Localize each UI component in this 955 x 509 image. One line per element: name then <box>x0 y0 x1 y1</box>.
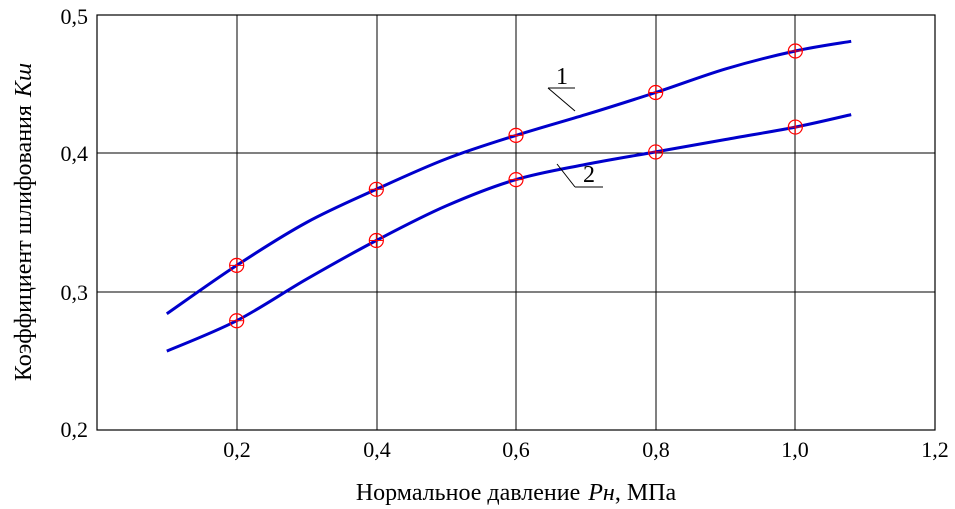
leader-line-1 <box>547 87 576 112</box>
data-point <box>648 84 664 101</box>
x-tick-label: 0,2 <box>223 437 251 462</box>
y-axis-title-var: Kш <box>11 63 37 98</box>
data-point <box>508 172 524 188</box>
data-markers <box>229 43 803 329</box>
x-tick-labels: 0,2 0,4 0,6 0,8 1,0 1,2 <box>223 437 949 462</box>
data-point <box>787 119 803 135</box>
series-lines <box>165 39 852 353</box>
x-axis-title-unit: , МПа <box>615 480 677 506</box>
x-axis-title-var: Рн <box>587 480 615 506</box>
leader-line-2 <box>556 163 576 188</box>
x-tick-label: 0,4 <box>363 437 391 462</box>
x-axis-title-text: Нормальное давление <box>356 480 580 506</box>
series-line-1 <box>165 39 852 316</box>
x-axis-title: Нормальное давление Рн, МПа <box>356 480 677 506</box>
x-tick-label: 0,8 <box>642 437 670 462</box>
x-tick-label: 0,6 <box>502 437 530 462</box>
series-line-2 <box>166 113 852 353</box>
series-label-1: 1 <box>556 64 568 90</box>
data-point <box>229 257 245 273</box>
curve-label-1: 1 <box>547 64 576 112</box>
data-point <box>648 144 664 160</box>
y-axis-title: Коэффициент шлифования Kш <box>11 63 37 381</box>
data-point <box>508 127 524 143</box>
x-tick-label: 1,0 <box>781 437 809 462</box>
data-point <box>787 43 803 59</box>
curve-label-2: 2 <box>556 162 603 188</box>
series-label-2: 2 <box>583 162 595 188</box>
y-tick-label: 0,3 <box>61 280 89 305</box>
x-tick-label: 1,2 <box>921 437 949 462</box>
y-tick-label: 0,5 <box>61 4 89 29</box>
y-tick-label: 0,2 <box>61 417 89 442</box>
y-tick-label: 0,4 <box>61 141 89 166</box>
y-axis-title-text: Коэффициент шлифования <box>11 105 37 381</box>
y-tick-labels: 0,2 0,3 0,4 0,5 <box>61 4 89 442</box>
grid <box>97 15 935 430</box>
data-point <box>368 181 384 197</box>
plot-frame <box>96 14 936 431</box>
data-point <box>368 232 384 249</box>
data-point <box>229 313 245 329</box>
